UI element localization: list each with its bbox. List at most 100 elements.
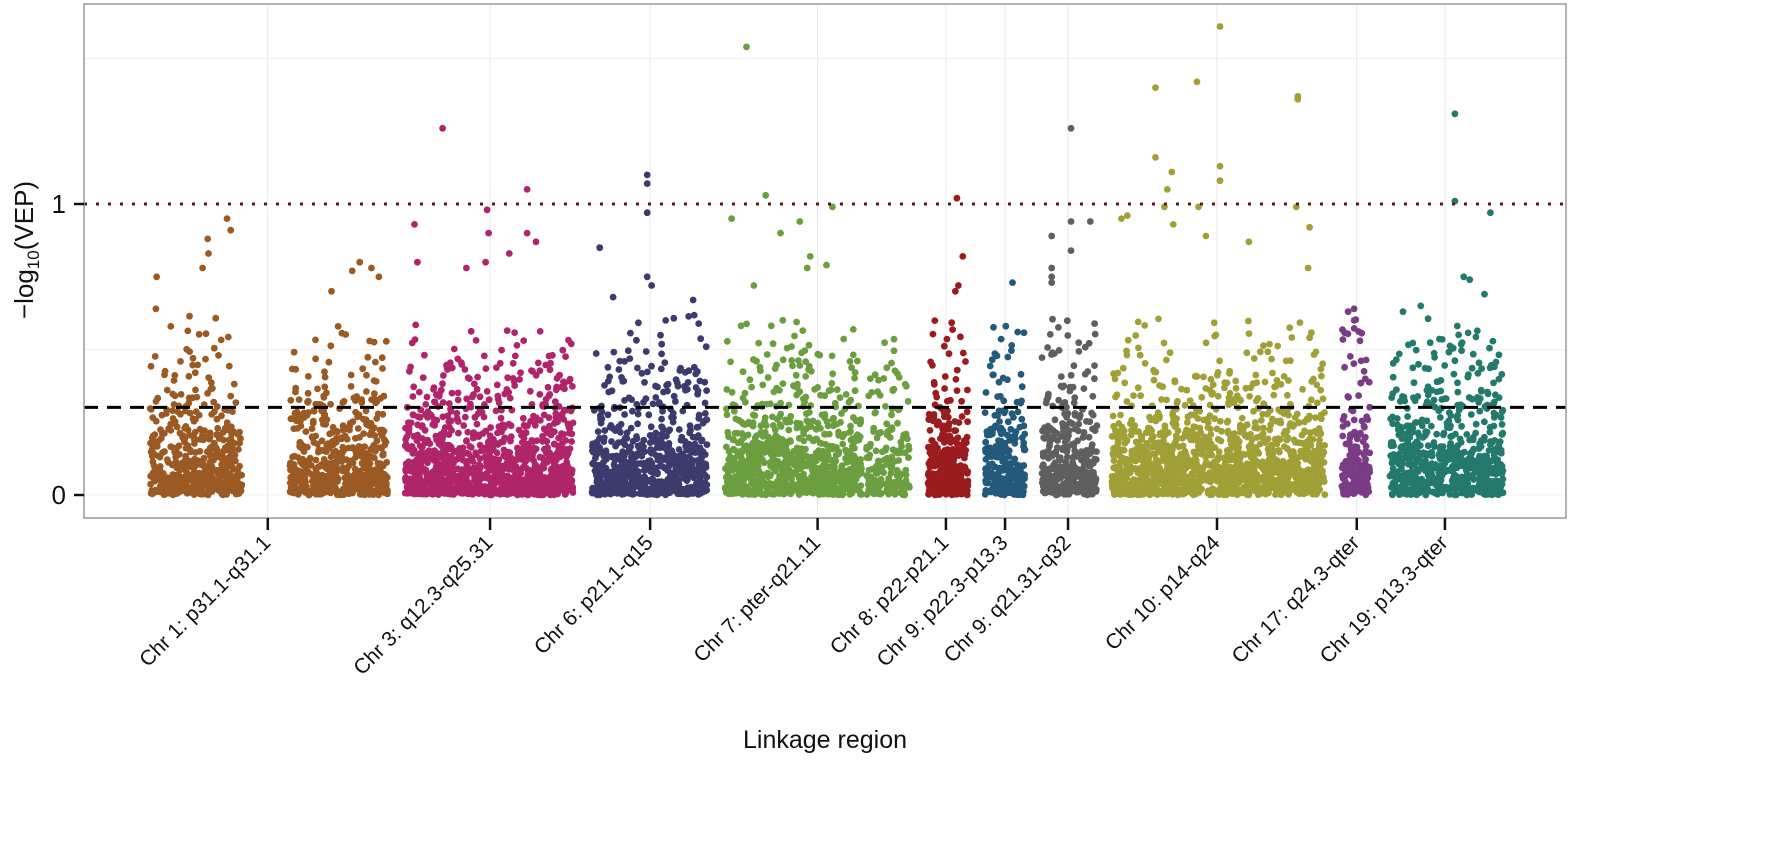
data-point bbox=[1063, 421, 1070, 429]
data-point bbox=[402, 477, 410, 485]
data-point bbox=[323, 389, 330, 397]
data-point bbox=[539, 491, 547, 499]
data-point bbox=[953, 366, 961, 374]
data-point bbox=[521, 476, 529, 483]
data-point bbox=[932, 471, 939, 478]
data-point bbox=[152, 398, 160, 405]
data-point bbox=[789, 362, 796, 370]
data-point bbox=[727, 358, 734, 366]
data-point bbox=[829, 370, 837, 378]
data-point bbox=[750, 356, 758, 364]
data-point bbox=[847, 422, 854, 430]
data-point bbox=[1057, 382, 1065, 390]
data-point bbox=[1070, 399, 1078, 407]
data-point bbox=[611, 463, 619, 471]
data-point bbox=[297, 486, 305, 493]
data-point bbox=[186, 409, 194, 417]
data-point-top bbox=[1067, 218, 1075, 225]
data-point bbox=[339, 399, 347, 406]
data-point bbox=[470, 432, 477, 439]
data-point bbox=[548, 471, 555, 478]
data-point bbox=[507, 433, 515, 440]
data-point bbox=[540, 425, 548, 433]
data-point bbox=[378, 432, 386, 440]
data-point bbox=[176, 485, 183, 493]
data-point bbox=[768, 452, 776, 460]
data-point bbox=[628, 453, 635, 461]
data-point bbox=[517, 369, 524, 377]
data-point bbox=[349, 418, 357, 426]
data-point bbox=[448, 427, 455, 434]
data-point bbox=[358, 470, 365, 478]
data-point bbox=[609, 452, 617, 460]
data-point bbox=[589, 460, 596, 468]
data-point bbox=[321, 368, 328, 376]
data-point bbox=[622, 468, 629, 476]
data-point bbox=[765, 433, 772, 441]
data-point bbox=[1014, 408, 1022, 416]
data-point bbox=[986, 362, 994, 370]
data-point bbox=[1046, 331, 1054, 338]
data-point bbox=[1046, 475, 1054, 483]
data-point bbox=[890, 347, 898, 355]
data-point bbox=[152, 417, 160, 425]
data-point bbox=[833, 386, 841, 394]
data-point bbox=[370, 377, 378, 384]
data-point bbox=[308, 477, 316, 485]
data-point bbox=[757, 367, 764, 375]
data-point bbox=[439, 380, 446, 388]
data-point bbox=[991, 423, 999, 430]
data-point bbox=[751, 412, 759, 419]
data-point bbox=[232, 399, 240, 406]
data-point bbox=[1006, 433, 1014, 441]
data-point bbox=[1063, 444, 1071, 452]
data-point bbox=[883, 364, 891, 372]
data-point bbox=[902, 471, 910, 479]
data-point bbox=[1092, 486, 1100, 493]
data-point bbox=[210, 344, 218, 352]
data-point bbox=[753, 453, 761, 460]
data-point bbox=[468, 393, 476, 401]
data-point bbox=[895, 478, 903, 486]
data-point bbox=[925, 410, 933, 418]
data-point bbox=[681, 463, 689, 471]
data-point bbox=[450, 345, 458, 353]
data-point bbox=[594, 482, 602, 490]
data-point bbox=[223, 455, 231, 462]
data-point bbox=[665, 427, 672, 435]
data-point bbox=[490, 459, 497, 467]
data-point bbox=[836, 394, 844, 401]
data-point bbox=[680, 455, 688, 463]
data-point bbox=[476, 441, 484, 449]
data-point bbox=[767, 471, 774, 479]
data-point bbox=[994, 484, 1002, 492]
data-point bbox=[851, 444, 858, 452]
data-point bbox=[688, 460, 696, 468]
data-point bbox=[753, 489, 761, 497]
data-point bbox=[509, 359, 517, 367]
data-point bbox=[628, 463, 635, 471]
data-point bbox=[1090, 469, 1097, 476]
data-point bbox=[1008, 410, 1016, 417]
data-point bbox=[206, 429, 214, 437]
data-point bbox=[1055, 396, 1063, 404]
data-point bbox=[151, 431, 159, 439]
data-point bbox=[450, 447, 457, 454]
data-point bbox=[216, 475, 224, 483]
data-point bbox=[945, 425, 952, 433]
data-point bbox=[652, 382, 659, 390]
data-point bbox=[207, 385, 215, 393]
data-point bbox=[799, 327, 807, 334]
data-point bbox=[380, 392, 388, 400]
data-point-top bbox=[483, 206, 491, 214]
data-point bbox=[661, 359, 669, 366]
data-point bbox=[1049, 435, 1057, 443]
data-point bbox=[803, 487, 810, 495]
data-point bbox=[445, 441, 453, 449]
data-point bbox=[485, 396, 493, 404]
data-point bbox=[1064, 481, 1071, 489]
data-point bbox=[929, 330, 937, 338]
data-point bbox=[375, 470, 383, 477]
data-point bbox=[1089, 411, 1097, 419]
data-point bbox=[195, 330, 203, 338]
